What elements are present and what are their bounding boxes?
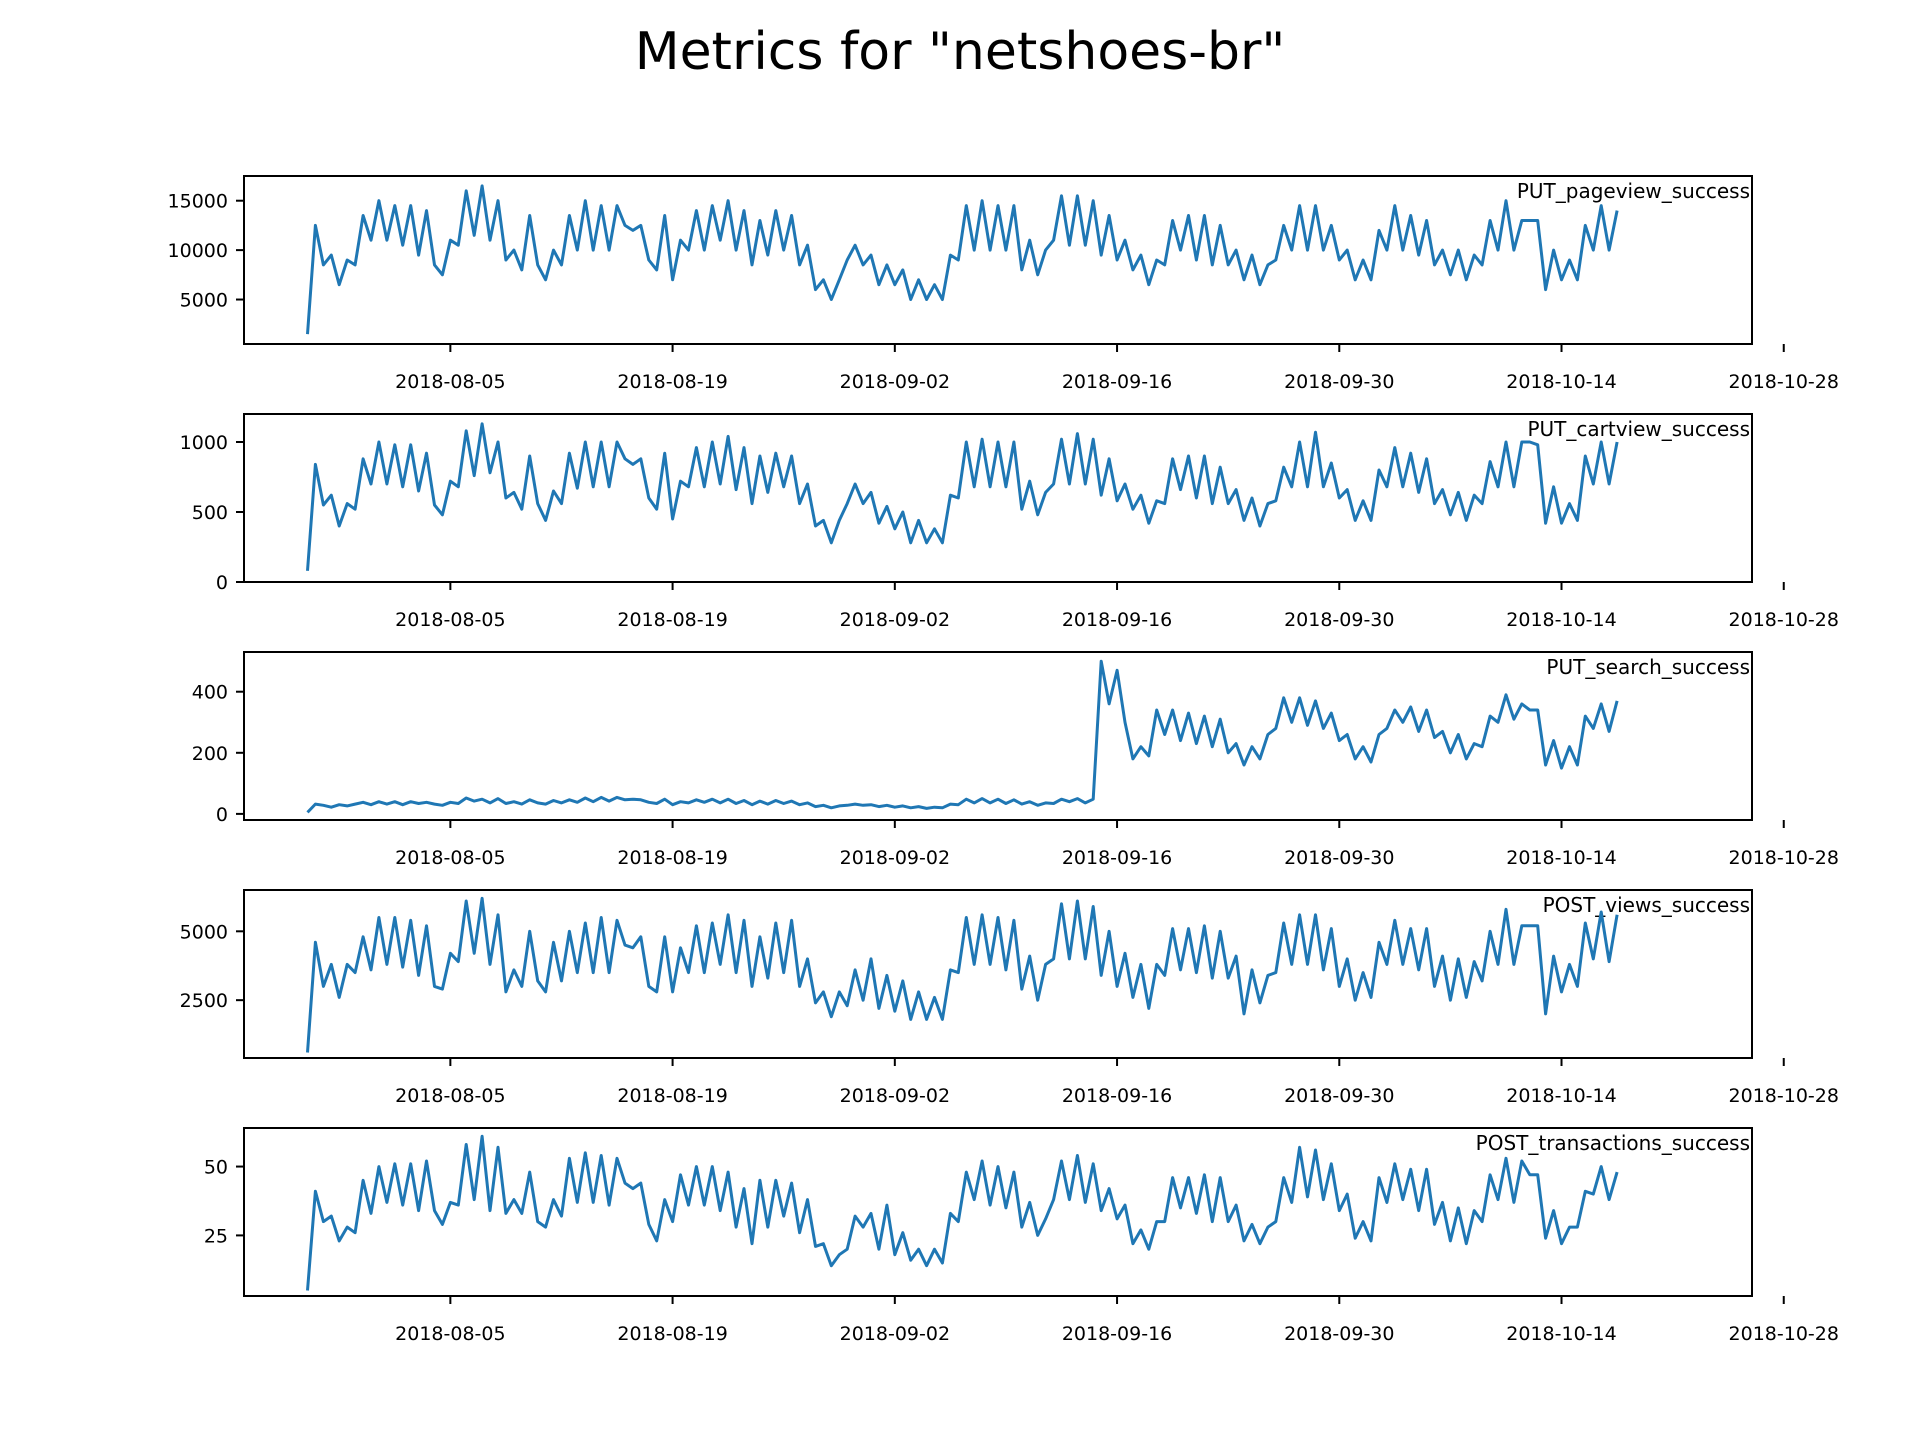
x-tick-label: 2018-09-02 xyxy=(840,847,950,869)
x-tick-label: 2018-08-19 xyxy=(617,1085,727,1107)
series-line xyxy=(306,422,1619,571)
x-tick-label: 2018-09-16 xyxy=(1062,847,1172,869)
x-tick-label: 2018-10-28 xyxy=(1729,1323,1839,1345)
y-tick-label: 1000 xyxy=(180,432,228,454)
y-tick-label: 5000 xyxy=(180,921,228,943)
x-tick-label: 2018-08-05 xyxy=(395,1085,505,1107)
x-tick-label: 2018-10-14 xyxy=(1506,1323,1616,1345)
x-tick-label: 2018-09-16 xyxy=(1062,609,1172,631)
x-tick-label: 2018-09-16 xyxy=(1062,1085,1172,1107)
y-tick-label: 0 xyxy=(216,572,228,594)
x-tick-label: 2018-08-05 xyxy=(395,1323,505,1345)
x-tick-label: 2018-09-30 xyxy=(1284,1085,1394,1107)
x-tick-label: 2018-08-19 xyxy=(617,609,727,631)
x-tick-label: 2018-09-30 xyxy=(1284,1323,1394,1345)
x-tick-label: 2018-09-02 xyxy=(840,609,950,631)
x-tick-label: 2018-10-28 xyxy=(1729,847,1839,869)
y-tick-label: 400 xyxy=(192,682,228,704)
panel-frame xyxy=(243,889,1753,1059)
panel-frame xyxy=(243,175,1753,345)
x-tick-label: 2018-08-05 xyxy=(395,847,505,869)
y-tick-label: 0 xyxy=(216,804,228,826)
series-line xyxy=(306,896,1619,1053)
x-tick-label: 2018-08-05 xyxy=(395,371,505,393)
y-tick-label: 200 xyxy=(192,743,228,765)
x-tick-label: 2018-09-02 xyxy=(840,1323,950,1345)
x-tick-label: 2018-09-16 xyxy=(1062,371,1172,393)
x-tick-label: 2018-09-30 xyxy=(1284,609,1394,631)
x-tick-label: 2018-08-19 xyxy=(617,371,727,393)
x-tick-label: 2018-09-16 xyxy=(1062,1323,1172,1345)
series-line xyxy=(306,1134,1619,1291)
x-tick-label: 2018-10-14 xyxy=(1506,371,1616,393)
series-line xyxy=(306,184,1619,335)
panel-frame xyxy=(243,651,1753,821)
y-tick-label: 2500 xyxy=(180,990,228,1012)
panel-frame xyxy=(243,1127,1753,1297)
series-label: PUT_cartview_success xyxy=(1527,417,1750,441)
series-label: POST_views_success xyxy=(1543,893,1750,917)
y-tick-label: 10000 xyxy=(168,240,228,262)
series-label: PUT_search_success xyxy=(1546,655,1750,679)
series-label: POST_transactions_success xyxy=(1476,1131,1750,1155)
x-tick-label: 2018-10-28 xyxy=(1729,371,1839,393)
panel-frame xyxy=(243,413,1753,583)
series-line xyxy=(306,659,1619,814)
x-tick-label: 2018-10-14 xyxy=(1506,1085,1616,1107)
x-tick-label: 2018-10-28 xyxy=(1729,609,1839,631)
y-tick-label: 50 xyxy=(204,1157,228,1179)
x-tick-label: 2018-10-28 xyxy=(1729,1085,1839,1107)
x-tick-label: 2018-08-05 xyxy=(395,609,505,631)
x-tick-label: 2018-08-19 xyxy=(617,1323,727,1345)
y-tick-label: 5000 xyxy=(180,290,228,312)
x-tick-label: 2018-09-30 xyxy=(1284,371,1394,393)
y-tick-label: 25 xyxy=(204,1225,228,1247)
page-title: Metrics for "netshoes-br" xyxy=(634,22,1286,82)
x-tick-label: 2018-09-02 xyxy=(840,371,950,393)
x-tick-label: 2018-08-19 xyxy=(617,847,727,869)
x-tick-label: 2018-09-02 xyxy=(840,1085,950,1107)
series-label: PUT_pageview_success xyxy=(1517,179,1750,203)
y-tick-label: 500 xyxy=(192,502,228,524)
y-tick-label: 15000 xyxy=(168,191,228,213)
x-tick-label: 2018-09-30 xyxy=(1284,847,1394,869)
x-tick-label: 2018-10-14 xyxy=(1506,609,1616,631)
x-tick-label: 2018-10-14 xyxy=(1506,847,1616,869)
